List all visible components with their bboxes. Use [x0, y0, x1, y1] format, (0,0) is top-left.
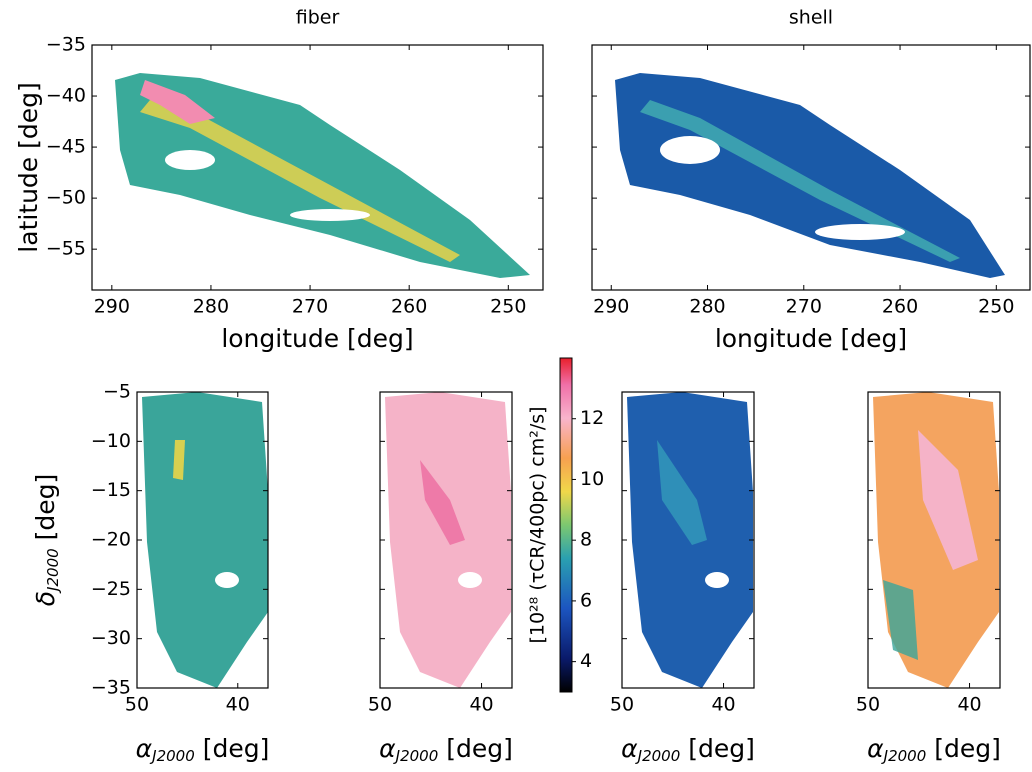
x-tick-label: 40	[711, 694, 735, 716]
x-tick-label: 50	[856, 694, 880, 716]
label-symbol: α	[867, 734, 884, 763]
y-tick-label: −15	[91, 479, 131, 501]
axis-label: αJ2000 [deg]	[136, 734, 270, 765]
panel-title: fiber	[296, 7, 340, 29]
x-tick-label: 50	[368, 694, 392, 716]
x-tick-label: 40	[226, 694, 250, 716]
axis-label: latitude [deg]	[14, 82, 43, 252]
colorbar	[559, 357, 573, 693]
x-tick-label: 290	[593, 296, 629, 318]
y-tick-label: −20	[91, 529, 131, 551]
x-tick-label: 280	[689, 296, 725, 318]
x-tick-label: 50	[125, 694, 149, 716]
x-tick-label: 280	[193, 296, 229, 318]
y-tick-label: −5	[103, 381, 131, 403]
colorbar-tick-label: 12	[580, 407, 604, 429]
label-unit: [deg]	[926, 734, 1001, 763]
colorbar-tick-label: 6	[580, 589, 592, 611]
axis-label: αJ2000 [deg]	[867, 734, 1001, 765]
axis-label: longitude [deg]	[221, 324, 413, 353]
y-tick-label: −30	[91, 627, 131, 649]
y-tick-label: −50	[46, 187, 86, 209]
colorbar-tick-label: 4	[580, 650, 592, 672]
x-tick-label: 260	[391, 296, 427, 318]
y-tick-label: −55	[46, 238, 86, 260]
y-tick-label: −35	[46, 34, 86, 56]
colorbar-label: [10²⁸ (τCR/400pc) cm²/s]	[527, 406, 549, 643]
label-unit: [deg]	[195, 734, 270, 763]
map-image	[115, 73, 1005, 688]
axes-frame	[91, 44, 544, 291]
label-unit: [deg]	[438, 734, 513, 763]
label-unit: [deg]	[31, 474, 60, 549]
axis-label: longitude [deg]	[715, 324, 907, 353]
x-tick-label: 40	[469, 694, 493, 716]
y-tick-label: −10	[91, 430, 131, 452]
colorbar-tick-label: 10	[580, 468, 604, 490]
x-tick-label: 270	[786, 296, 822, 318]
colorbar-tick-label: 8	[580, 529, 592, 551]
label-subscript: J2000	[881, 747, 927, 765]
label-subscript: J2000	[393, 747, 439, 765]
x-tick-label: 290	[94, 296, 130, 318]
axis-label: αJ2000 [deg]	[379, 734, 513, 765]
y-tick-label: −45	[46, 136, 86, 158]
label-symbol: α	[136, 734, 153, 763]
axes-frame	[591, 44, 1031, 291]
x-tick-label: 250	[490, 296, 526, 318]
label-subscript: J2000	[44, 548, 62, 594]
y-tick-label: −35	[91, 677, 131, 699]
label-unit: [deg]	[680, 734, 755, 763]
x-tick-label: 260	[882, 296, 918, 318]
label-symbol: α	[379, 734, 396, 763]
axis-label: αJ2000 [deg]	[621, 734, 755, 765]
x-tick-label: 50	[610, 694, 634, 716]
label-symbol: α	[621, 734, 638, 763]
y-tick-label: −40	[46, 85, 86, 107]
x-tick-label: 40	[957, 694, 981, 716]
axis-label: δJ2000 [deg]	[31, 474, 62, 606]
panel-title: shell	[789, 7, 833, 29]
y-tick-label: −25	[91, 578, 131, 600]
label-symbol: δ	[31, 591, 60, 606]
x-tick-label: 250	[978, 296, 1014, 318]
x-tick-label: 270	[292, 296, 328, 318]
label-subscript: J2000	[149, 747, 195, 765]
label-subscript: J2000	[635, 747, 681, 765]
